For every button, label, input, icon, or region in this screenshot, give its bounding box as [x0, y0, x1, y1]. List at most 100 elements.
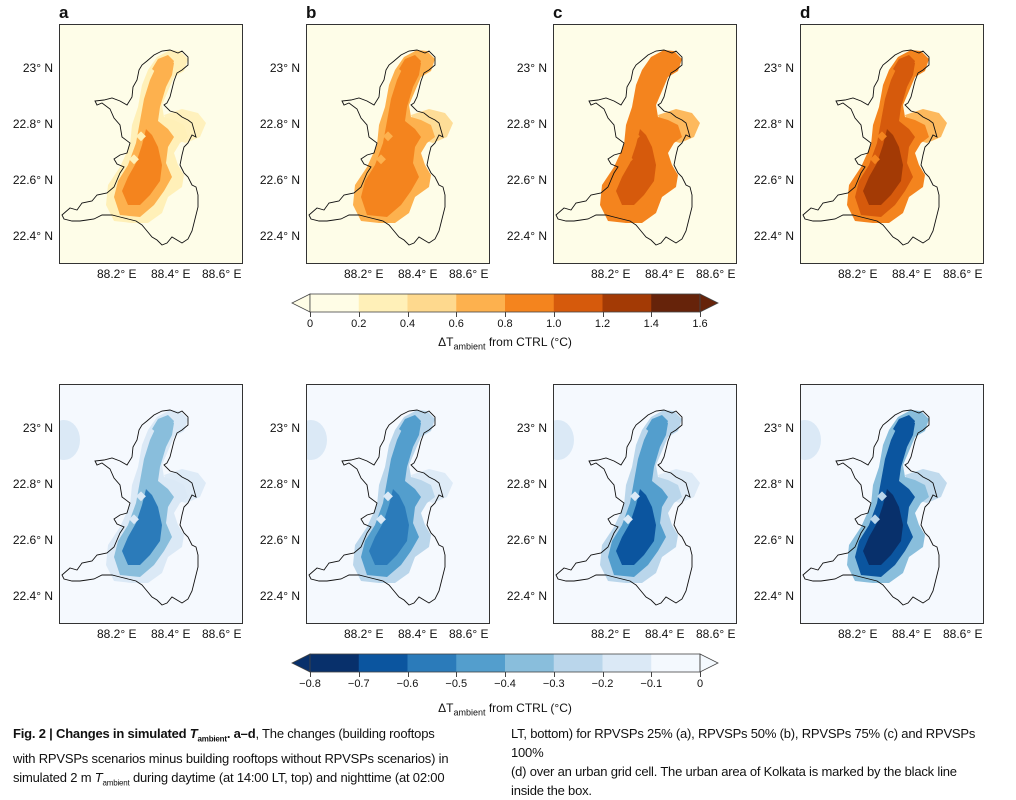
lon-tick-label: 88.6° E: [696, 627, 736, 641]
colorbar-bin: [407, 654, 457, 672]
map-svg: [61, 49, 206, 246]
lat-tick-label: 22.4° N: [12, 589, 53, 603]
lat-tick-label: 22.6° N: [12, 173, 53, 187]
colorbar-tick-mark: [407, 672, 409, 677]
colorbar-bin: [553, 294, 603, 312]
colorbar-tick-label: 0.2: [351, 318, 367, 330]
plume-north: [893, 415, 915, 437]
lon-tick-label: 88.2° E: [591, 627, 631, 641]
lat-tick-label: 22.4° N: [259, 229, 300, 243]
lon-tick-label: 88.6° E: [449, 627, 489, 641]
colorbar-tick-mark: [553, 312, 555, 317]
colorbar-bin: [651, 294, 701, 312]
colorbar-tick-label: −0.6: [396, 678, 419, 690]
lat-tick-label: 22.8° N: [12, 477, 53, 491]
lat-tick-label: 22.4° N: [506, 589, 547, 603]
colorbar-bin: [505, 654, 555, 672]
lon-tick-label: 88.2° E: [344, 627, 384, 641]
plume-core: [863, 489, 903, 565]
colorbar-bin: [651, 654, 701, 672]
hotspot-cell: [129, 154, 139, 165]
colorbar-tick-mark: [505, 672, 506, 677]
map-svg: [308, 49, 453, 246]
lon-tick-label: 88.4° E: [892, 267, 932, 281]
colorbar-tick-label: −0.3: [542, 678, 565, 690]
hotspot-cell: [630, 491, 640, 502]
colorbar-bin: [456, 654, 506, 672]
colorbar-tick-mark: [602, 672, 604, 677]
colorbar-tick-label: 1.6: [692, 318, 708, 330]
colorbar-bottom: −0.8 −0.7 −0.6 −0.5 −0.4 −0.3 −0.2 −0.1 0: [290, 653, 720, 690]
kolkata-boundary: [802, 49, 940, 246]
hotspot-cell: [877, 131, 887, 142]
lon-tick-label: 88.2° E: [97, 267, 137, 281]
colorbar-tick-label: 0.6: [448, 318, 464, 330]
plume-core: [122, 129, 162, 205]
lon-tick-label: 88.2° E: [591, 267, 631, 281]
lon-tick-label: 88.4° E: [398, 627, 438, 641]
lat-tick-label: 23° N: [516, 421, 547, 435]
plume-north: [399, 415, 421, 437]
map-svg: [801, 409, 947, 606]
lat-tick-label: 22.8° N: [753, 117, 794, 131]
lat-tick-label: 23° N: [763, 61, 794, 75]
colorbar-tick-label: 0: [696, 678, 704, 690]
colorbar-extend-low: [291, 653, 311, 673]
west-patch: [801, 420, 821, 460]
map-svg: [307, 409, 453, 606]
lat-tick-label: 22.6° N: [506, 173, 547, 187]
lat-tick-label: 22.4° N: [259, 589, 300, 603]
lon-tick-label: 88.4° E: [645, 267, 685, 281]
lon-tick-label: 88.6° E: [943, 267, 983, 281]
lat-tick-label: 23° N: [22, 421, 53, 435]
lat-tick-label: 22.6° N: [753, 173, 794, 187]
day-map-panel-a: [59, 24, 243, 264]
lat-tick-label: 22.8° N: [506, 477, 547, 491]
kolkata-boundary: [61, 409, 199, 606]
kolkata-boundary: [308, 49, 446, 246]
lon-tick-label: 88.6° E: [449, 267, 489, 281]
lat-tick-label: 22.4° N: [753, 229, 794, 243]
plume-north: [152, 55, 174, 77]
colorbar-bin: [602, 294, 652, 312]
colorbar-tick-label: 0.8: [497, 318, 513, 330]
colorbar-top-title: ΔTambient from CTRL (°C): [438, 335, 572, 352]
caption-column-1: Fig. 2 | Changes in simulated Tambient. …: [13, 726, 449, 788]
plume-core: [122, 489, 162, 565]
lon-tick-label: 88.2° E: [97, 627, 137, 641]
lat-tick-label: 22.6° N: [259, 173, 300, 187]
lat-tick-label: 22.8° N: [259, 117, 300, 131]
lon-tick-label: 88.2° E: [838, 267, 878, 281]
map-svg: [555, 49, 700, 246]
lat-tick-label: 22.4° N: [12, 229, 53, 243]
colorbar-bin: [358, 294, 408, 312]
colorbar-bin: [456, 294, 506, 312]
map-svg: [554, 409, 700, 606]
panel-label-a: a: [59, 3, 69, 22]
lat-tick-label: 23° N: [22, 61, 53, 75]
colorbar-tick-label: −0.5: [445, 678, 468, 690]
lat-tick-label: 22.8° N: [753, 477, 794, 491]
plume-north: [399, 55, 421, 77]
lon-tick-label: 88.2° E: [838, 627, 878, 641]
lon-tick-label: 88.6° E: [202, 267, 242, 281]
hotspot-cell: [623, 154, 633, 165]
plume-north: [646, 415, 668, 437]
plume-core: [369, 489, 409, 565]
plume-north: [152, 415, 174, 437]
colorbar-bin: [310, 294, 360, 312]
lat-tick-label: 22.8° N: [12, 117, 53, 131]
kolkata-boundary: [555, 409, 693, 606]
colorbar-tick-mark: [407, 312, 409, 317]
lat-tick-label: 22.8° N: [506, 117, 547, 131]
lat-tick-label: 22.6° N: [506, 533, 547, 547]
west-patch: [554, 420, 574, 460]
plume-core: [616, 129, 656, 205]
plume-north: [893, 55, 915, 77]
kolkata-boundary: [555, 49, 693, 246]
map-svg: [802, 49, 947, 246]
panel-label-c: c: [553, 3, 563, 22]
lon-tick-label: 88.4° E: [645, 627, 685, 641]
night-map-panel-b: [306, 384, 490, 624]
plume-north: [646, 55, 668, 77]
